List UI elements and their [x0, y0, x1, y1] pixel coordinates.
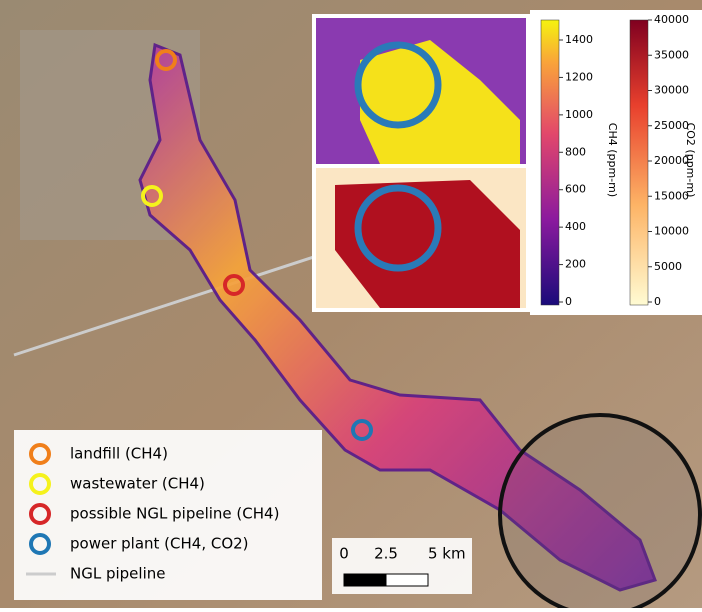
colorbar-tick-label: 15000: [654, 189, 689, 202]
legend-label: power plant (CH4, CO2): [70, 535, 249, 553]
colorbar-tick-label: 1400: [565, 33, 593, 46]
colorbar-tick-label: 30000: [654, 84, 689, 97]
colorbar-tick-label: 800: [565, 145, 586, 158]
scale-label: 5 km: [428, 545, 466, 563]
legend-label: NGL pipeline: [70, 565, 165, 583]
colorbar-tick-label: 25000: [654, 119, 689, 132]
co2-colorbar: [630, 20, 648, 305]
colorbar-tick-label: 20000: [654, 154, 689, 167]
colorbar-tick-label: 1200: [565, 70, 593, 83]
colorbar-tick-label: 0: [565, 295, 572, 308]
colorbar-tick-label: 1000: [565, 108, 593, 121]
scale-label: 0: [339, 545, 349, 563]
legend-label: wastewater (CH4): [70, 475, 205, 493]
colorbar-tick-label: 10000: [654, 225, 689, 238]
legend-label: landfill (CH4): [70, 445, 168, 463]
colorbar-title: CH4 (ppm-m): [606, 123, 619, 197]
ch4-colorbar: [541, 20, 559, 305]
legend-label: possible NGL pipeline (CH4): [70, 505, 279, 523]
scale-bar-white: [386, 574, 428, 586]
colorbar-tick-label: 5000: [654, 260, 682, 273]
map-figure: 0 200 400 600 800 1000 1200 1400 CH4 (ppm-m) 0 500…: [0, 0, 702, 608]
colorbar-tick-label: 200: [565, 258, 586, 271]
colorbar-tick-label: 40000: [654, 13, 689, 26]
colorbar-tick-label: 400: [565, 220, 586, 233]
colorbar-title: CO2 (ppm-m): [684, 123, 697, 198]
scale-bar-black: [344, 574, 386, 586]
colorbar-tick-label: 0: [654, 295, 661, 308]
scale-label: 2.5: [374, 545, 398, 563]
highlight-circle: [500, 415, 700, 608]
colorbar-tick-label: 600: [565, 183, 586, 196]
colorbar-tick-label: 35000: [654, 48, 689, 61]
